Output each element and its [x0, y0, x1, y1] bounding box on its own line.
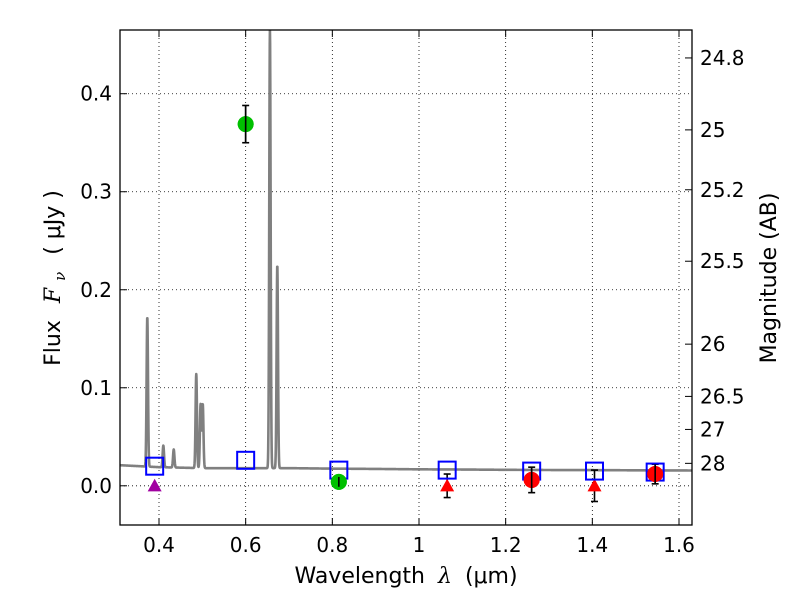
mag-tick-label: 25.2	[700, 178, 745, 202]
plot-layer	[120, 30, 692, 503]
y-tick-label: 0.2	[80, 278, 112, 302]
mag-tick-label: 24.8	[700, 46, 745, 70]
plot-frame	[119, 29, 693, 526]
upper-limit-triangle	[440, 478, 455, 492]
y2-axis-label: Magnitude (AB)	[757, 193, 782, 364]
mag-tick-label: 25.5	[700, 249, 745, 273]
mag-tick-label: 28	[700, 451, 725, 475]
y-tick-label: 0.3	[80, 180, 112, 204]
mag-tick-label: 26.5	[700, 384, 745, 408]
grid-layer	[120, 30, 692, 525]
mag-tick-label: 27	[700, 417, 725, 441]
x-tick-label: 0.4	[143, 533, 175, 557]
y-axis-label-prefix: Flux	[41, 320, 66, 366]
model-box-marker	[437, 460, 457, 480]
clipped-plot	[120, 30, 692, 503]
model-box-marker	[585, 461, 604, 481]
y-axis-label-symbol: F	[41, 287, 66, 304]
y-tick-label: 0.1	[80, 376, 112, 400]
x-tick-label: 0.6	[230, 533, 262, 557]
y-axis-label-unit: ( μJy )	[41, 190, 66, 255]
x-tick-label: 1.6	[663, 533, 695, 557]
model-spectrum-line	[120, 30, 692, 472]
x-axis-label: Wavelength λ (μm)	[294, 564, 517, 589]
x-axis-label-prefix: Wavelength	[294, 564, 425, 589]
upper-limit-triangle	[147, 478, 162, 492]
tick-layer: 0.4 0.6 0.8 1 1.2 1.4 1.6 0.0 0.1 0.2 0.3 0.4 24.8 25…	[80, 30, 745, 557]
x-tick-label: 1.4	[576, 533, 608, 557]
y-axis-label-subscript: ν	[51, 272, 69, 281]
x-tick-label: 0.8	[316, 533, 348, 557]
upper-limit-triangle	[587, 478, 602, 492]
x-tick-label: 1	[413, 533, 426, 557]
mag-tick-label: 25	[700, 118, 725, 142]
model-box-marker	[236, 450, 256, 470]
mag-tick-label: 26	[700, 332, 725, 356]
x-axis-label-unit: (μm)	[465, 564, 518, 589]
y-tick-label: 0.0	[80, 474, 112, 498]
x-axis-label-symbol: λ	[437, 564, 452, 589]
y-axis-label: Flux F ν ( μJy )	[41, 190, 71, 366]
model-box-marker	[145, 456, 165, 476]
x-tick-label: 1.2	[490, 533, 522, 557]
y-tick-label: 0.4	[80, 82, 112, 106]
